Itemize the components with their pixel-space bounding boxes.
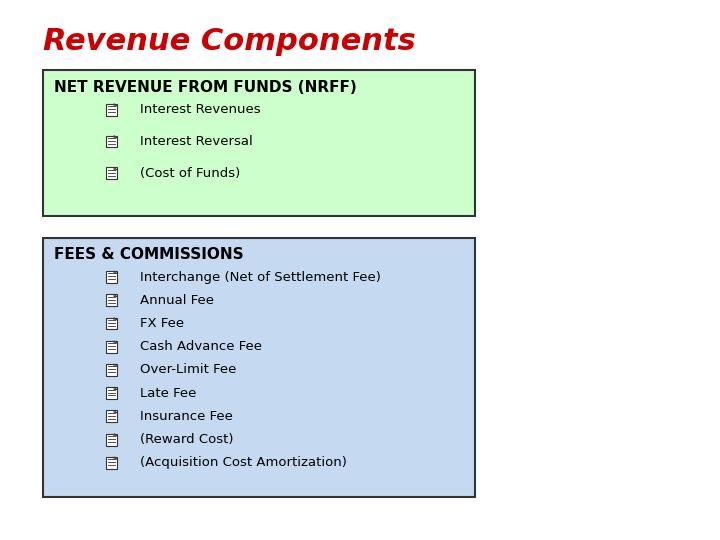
Polygon shape (114, 104, 117, 106)
Text: NET REVENUE FROM FUNDS (NRFF): NET REVENUE FROM FUNDS (NRFF) (54, 80, 356, 95)
Polygon shape (114, 341, 117, 343)
Bar (106, 167, 117, 179)
Bar (106, 364, 117, 376)
Text: Insurance Fee: Insurance Fee (140, 410, 233, 423)
Bar (106, 104, 117, 116)
Text: Interchange (Net of Settlement Fee): Interchange (Net of Settlement Fee) (140, 271, 382, 284)
Text: FEES & COMMISSIONS: FEES & COMMISSIONS (54, 247, 243, 262)
Text: Revenue Components: Revenue Components (43, 27, 416, 56)
Polygon shape (114, 410, 117, 413)
Bar (106, 136, 117, 147)
Bar (106, 457, 117, 469)
Text: FX Fee: FX Fee (140, 317, 184, 330)
Bar (106, 294, 117, 306)
Bar (43, 238, 475, 497)
Text: (Cost of Funds): (Cost of Funds) (140, 167, 240, 180)
Bar (106, 318, 117, 329)
Text: Over-Limit Fee: Over-Limit Fee (140, 363, 237, 376)
Text: Interest Reversal: Interest Reversal (140, 135, 253, 148)
Polygon shape (114, 271, 117, 273)
Polygon shape (114, 434, 117, 436)
Polygon shape (114, 318, 117, 320)
Bar (106, 387, 117, 399)
Polygon shape (114, 136, 117, 138)
Bar (43, 70, 475, 216)
Bar (106, 341, 117, 353)
Bar (106, 434, 117, 445)
Polygon shape (114, 387, 117, 389)
Polygon shape (114, 364, 117, 366)
Text: (Acquisition Cost Amortization): (Acquisition Cost Amortization) (140, 456, 347, 469)
Text: Cash Advance Fee: Cash Advance Fee (140, 340, 262, 353)
Text: Annual Fee: Annual Fee (140, 294, 215, 307)
Polygon shape (114, 294, 117, 296)
Text: (Reward Cost): (Reward Cost) (140, 433, 234, 446)
Polygon shape (114, 167, 117, 170)
Polygon shape (114, 457, 117, 459)
Bar (106, 271, 117, 283)
Text: Late Fee: Late Fee (140, 387, 197, 400)
Bar (106, 410, 117, 422)
Text: Interest Revenues: Interest Revenues (140, 103, 261, 116)
